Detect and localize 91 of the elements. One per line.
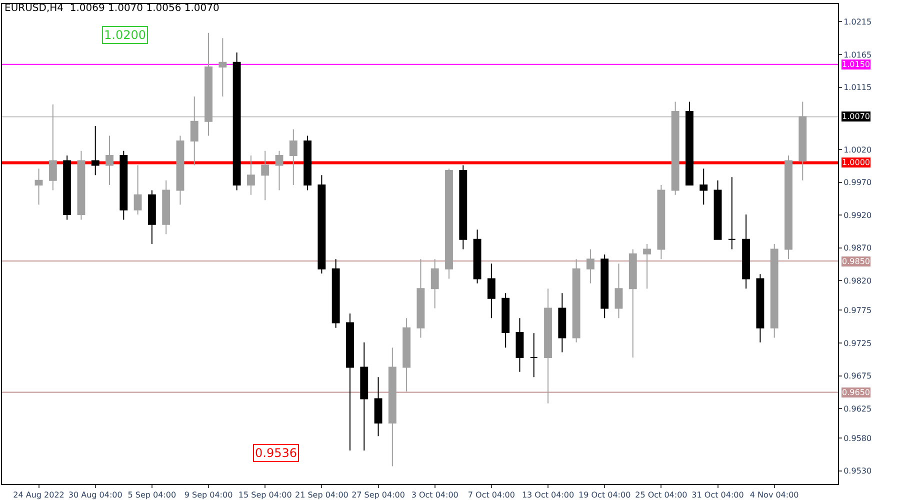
y-tick-label: 1.0215 xyxy=(844,18,872,26)
candlestick xyxy=(148,190,156,244)
ref-line-label: 0.9650 xyxy=(842,388,870,397)
annotation: 1.0200 xyxy=(104,28,146,42)
candlestick xyxy=(572,258,580,343)
candlestick xyxy=(530,332,538,378)
x-tick-label: 13 Oct 04:00 xyxy=(522,490,574,500)
candlestick xyxy=(232,52,241,191)
y-tick-label: 1.0020 xyxy=(844,145,872,154)
candlestick xyxy=(360,342,368,452)
candlestick xyxy=(600,254,609,319)
candlestick xyxy=(657,184,666,260)
y-tick-label: 1.0115 xyxy=(844,83,872,92)
candlestick xyxy=(430,258,439,309)
chart-title: EURUSD,H4 1.0069 1.0070 1.0056 1.0070 xyxy=(4,3,220,14)
candlestick xyxy=(261,150,270,201)
candlestick xyxy=(770,244,778,338)
candlestick xyxy=(134,164,142,215)
ref-line-label: 1.0000 xyxy=(842,158,870,167)
candlestick xyxy=(700,168,708,206)
candlestick xyxy=(48,104,57,191)
candlestick xyxy=(162,180,170,235)
x-tick-label: 5 Sep 04:00 xyxy=(128,490,176,500)
candlestick xyxy=(487,263,496,319)
candlestick xyxy=(218,38,227,97)
y-tick-label: 0.9675 xyxy=(844,372,872,381)
candlestick xyxy=(686,101,694,186)
candlestick xyxy=(190,96,198,166)
candlestick xyxy=(728,176,736,250)
ref-line-label: 0.9850 xyxy=(842,257,870,266)
x-tick-label: 30 Aug 04:00 xyxy=(68,490,122,500)
candlestick xyxy=(120,150,128,220)
y-tick-label: 0.9580 xyxy=(844,434,872,443)
y-tick-label: 1.0165 xyxy=(844,50,872,60)
y-tick-label: 0.9870 xyxy=(844,244,872,253)
y-tick-label: 0.9970 xyxy=(844,178,872,188)
candlestick xyxy=(798,101,807,181)
y-tick-label: 0.9530 xyxy=(844,466,872,476)
x-tick-label: 3 Oct 04:00 xyxy=(411,490,458,500)
y-tick-label: 0.9820 xyxy=(844,276,872,286)
candlestick xyxy=(247,154,255,196)
candlestick xyxy=(714,180,722,240)
x-tick-label: 21 Sep 04:00 xyxy=(294,490,348,500)
annotation: 0.9536 xyxy=(255,446,297,460)
candlestick xyxy=(176,135,184,206)
ref-line-label: 1.0150 xyxy=(842,60,870,69)
candlestick xyxy=(416,258,425,338)
x-tick-label: 4 Nov 04:00 xyxy=(750,490,799,500)
y-tick-label: 0.9775 xyxy=(844,306,872,316)
x-tick-label: 15 Sep 04:00 xyxy=(238,490,292,500)
candlestick xyxy=(374,376,382,437)
x-tick-label: 9 Sep 04:00 xyxy=(184,490,233,500)
candlestick xyxy=(544,288,552,404)
candlestick xyxy=(614,263,623,319)
candlestick xyxy=(671,101,680,196)
y-tick-label: 0.9625 xyxy=(844,404,872,414)
candlestick xyxy=(784,154,792,260)
x-tick-label: 31 Oct 04:00 xyxy=(692,490,744,500)
candlestick xyxy=(516,318,524,372)
x-tick-label: 25 Oct 04:00 xyxy=(635,490,688,500)
candlestick xyxy=(275,150,284,191)
candlestick xyxy=(473,229,482,284)
candlestick xyxy=(289,128,298,186)
x-tick-label: 7 Oct 04:00 xyxy=(468,490,515,500)
candlestick xyxy=(628,248,637,358)
candlestick xyxy=(459,164,468,250)
candlestick xyxy=(445,168,453,280)
candlestick xyxy=(742,214,750,290)
candlestick xyxy=(63,154,72,220)
y-tick-label: 0.9920 xyxy=(844,210,872,220)
candlestick xyxy=(586,248,594,284)
ref-line-label: 1.0070 xyxy=(842,112,870,121)
candlestick xyxy=(304,135,312,191)
candlestick xyxy=(318,174,326,274)
x-tick-label: 19 Oct 04:00 xyxy=(578,490,631,500)
candlestick xyxy=(346,313,354,452)
y-tick-label: 0.9725 xyxy=(844,338,872,348)
x-tick-label: 24 Aug 2022 xyxy=(13,490,64,500)
x-tick-label: 27 Sep 04:00 xyxy=(352,490,405,500)
candlestick xyxy=(332,258,340,328)
candlestick xyxy=(502,292,510,348)
candlestick xyxy=(558,292,566,353)
candlestick xyxy=(77,150,86,220)
candlestick xyxy=(388,347,396,467)
candlestick xyxy=(34,168,43,206)
candlestick xyxy=(756,274,764,343)
candlestick xyxy=(91,125,100,176)
candlestick xyxy=(643,244,651,290)
candlestick xyxy=(204,32,212,136)
candlestick xyxy=(402,318,411,392)
candlestick xyxy=(106,135,114,186)
